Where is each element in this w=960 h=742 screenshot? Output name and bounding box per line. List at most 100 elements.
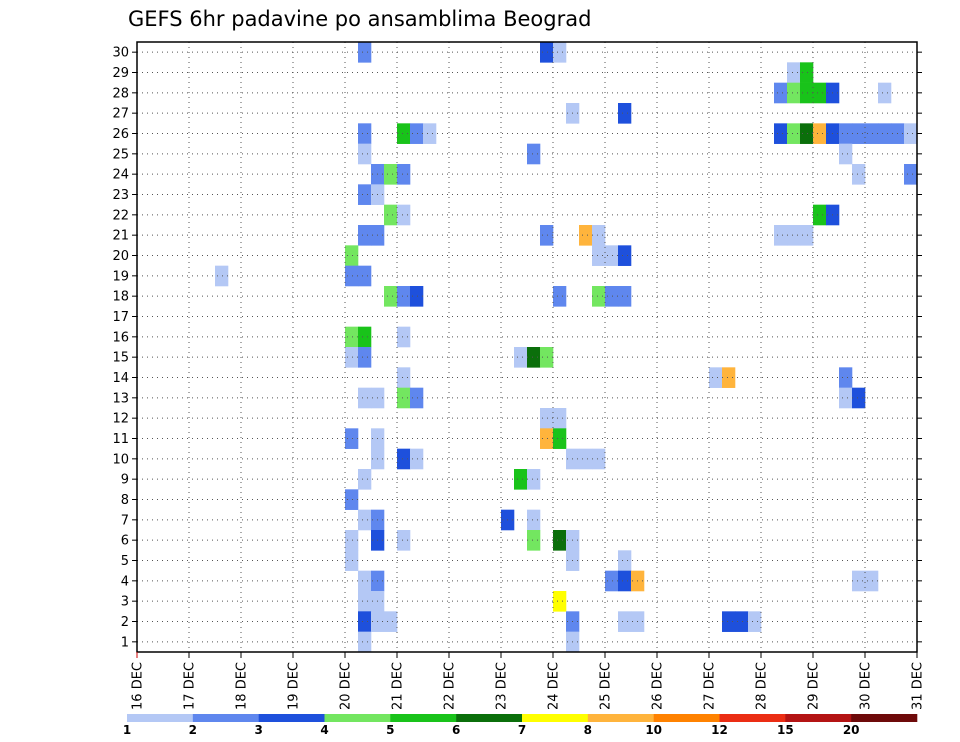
x-tick-label: 24 DEC: [547, 662, 562, 710]
x-tick-label: 21 DEC: [391, 662, 406, 710]
precip-cell: [800, 82, 814, 104]
precip-cell: [358, 42, 372, 63]
legend-swatch: [587, 714, 654, 722]
y-tick-label: 8: [121, 493, 129, 508]
x-tick-label: 18 DEC: [235, 662, 250, 710]
precip-cell: [839, 387, 853, 409]
precip-cell: [592, 225, 606, 246]
precip-cell: [722, 367, 736, 388]
precip-cell: [345, 428, 359, 449]
y-tick-label: 13: [112, 391, 129, 406]
precip-cell: [839, 367, 853, 388]
y-tick-label: 22: [112, 208, 129, 223]
y-tick-label: 2: [121, 615, 129, 630]
x-tick-label: 17 DEC: [183, 662, 198, 710]
x-tick-label: 30 DEC: [859, 662, 874, 710]
precip-cell: [813, 82, 827, 104]
y-tick-label: 11: [112, 432, 129, 447]
precip-cell: [748, 611, 762, 632]
precip-cell: [852, 164, 866, 185]
precip-cell: [800, 123, 814, 144]
legend-swatch: [522, 714, 589, 722]
x-tick-label: 29 DEC: [807, 662, 822, 710]
precip-cell: [527, 347, 541, 368]
precip-cell: [553, 530, 567, 551]
legend-swatch: [127, 714, 194, 722]
y-tick-label: 17: [112, 310, 129, 325]
precip-cell: [787, 82, 801, 104]
precip-cell: [384, 286, 398, 307]
precip-cell: [358, 469, 372, 490]
precip-cell: [865, 570, 879, 592]
precip-cell: [618, 103, 632, 124]
legend-label: 15: [777, 723, 794, 737]
precip-cell: [527, 469, 541, 490]
precip-cell: [358, 123, 372, 144]
x-tick-label: 22 DEC: [443, 662, 458, 710]
x-axis: 16 DEC 17 DEC 18 DEC 19 DEC 20 DEC 21 DEC 22 D…: [131, 652, 926, 710]
precip-cell: [345, 530, 359, 551]
y-tick-label: 28: [112, 86, 129, 101]
precip-cell: [722, 611, 736, 632]
precip-cell: [618, 245, 632, 266]
legend-label: 6: [452, 723, 460, 737]
x-tick-label: 19 DEC: [287, 662, 302, 710]
y-tick-label: 14: [112, 371, 129, 386]
precip-cell: [397, 204, 411, 226]
precip-cell: [540, 42, 554, 63]
precip-cell: [618, 286, 632, 307]
precip-cell: [605, 570, 619, 592]
precip-cell: [787, 225, 801, 246]
precip-cell: [553, 286, 567, 307]
legend-label: 20: [843, 723, 860, 737]
precip-cell: [397, 123, 411, 144]
precip-cell: [839, 123, 853, 144]
x-tick-label: 20 DEC: [339, 662, 354, 710]
precip-cell: [852, 123, 866, 144]
legend-swatch: [456, 714, 523, 722]
legend-swatch: [851, 714, 918, 722]
precip-cell: [852, 570, 866, 592]
precip-cell: [774, 225, 788, 246]
precip-cell: [358, 347, 372, 368]
y-tick-label: 26: [112, 127, 129, 142]
precip-cell: [358, 591, 372, 612]
y-tick-label: 12: [112, 412, 129, 427]
precip-cell: [410, 387, 424, 409]
y-tick-label: 27: [112, 107, 129, 122]
precip-cell: [540, 408, 554, 429]
y-tick-label: 5: [121, 554, 129, 569]
precip-cell: [345, 550, 359, 571]
x-tick-label: 16 DEC: [131, 662, 146, 710]
precip-cell: [358, 631, 372, 653]
precip-cell: [579, 225, 593, 246]
precip-cell: [397, 448, 411, 470]
y-tick-label: 18: [112, 290, 129, 305]
precip-cell: [553, 428, 567, 449]
y-axis: 1234567891011121314151617181920212223242…: [112, 46, 922, 650]
precip-cell: [592, 245, 606, 266]
y-tick-label: 6: [121, 534, 129, 549]
precip-cell: [358, 611, 372, 632]
chart-title: GEFS 6hr padavine po ansamblima Beograd: [128, 7, 591, 31]
legend-label: 4: [320, 723, 328, 737]
precip-cell: [618, 611, 632, 632]
precip-cell: [345, 347, 359, 368]
grid-layer: [137, 42, 917, 652]
precip-cell: [384, 204, 398, 226]
precip-cell: [410, 286, 424, 307]
x-tick-label: 25 DEC: [599, 662, 614, 710]
y-tick-label: 24: [112, 168, 129, 183]
precip-cell: [709, 367, 723, 388]
precip-cell: [527, 143, 541, 165]
precip-cell: [735, 611, 749, 632]
precip-cell: [384, 164, 398, 185]
y-tick-label: 7: [121, 513, 129, 528]
precip-cell: [527, 509, 541, 531]
y-tick-label: 1: [121, 635, 129, 650]
precip-cell: [358, 387, 372, 409]
legend-swatch: [324, 714, 391, 722]
precip-cell: [553, 408, 567, 429]
x-tick-label: 23 DEC: [495, 662, 510, 710]
